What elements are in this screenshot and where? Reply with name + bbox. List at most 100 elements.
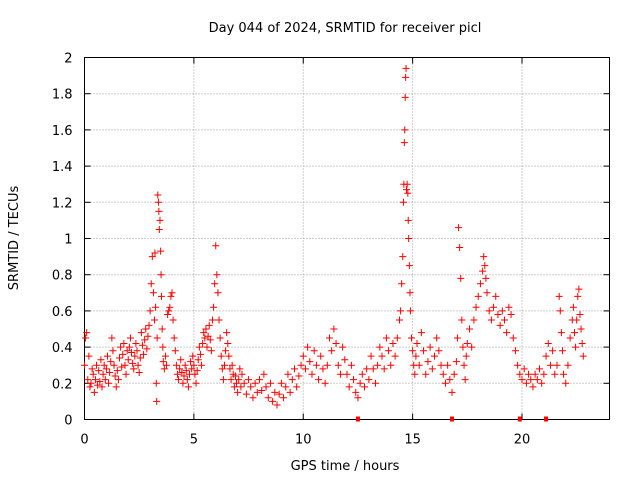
data-point bbox=[457, 274, 465, 282]
data-point bbox=[453, 334, 461, 342]
data-point bbox=[404, 216, 412, 224]
data-point bbox=[275, 390, 283, 398]
data-point bbox=[82, 334, 90, 342]
data-point bbox=[113, 367, 121, 375]
y-tick-label: 1.2 bbox=[52, 196, 73, 211]
data-point bbox=[444, 361, 452, 369]
data-point bbox=[544, 339, 552, 347]
data-point bbox=[182, 367, 190, 375]
data-point bbox=[531, 370, 539, 378]
data-point bbox=[448, 388, 456, 396]
data-point bbox=[214, 289, 222, 297]
data-point bbox=[175, 376, 183, 384]
data-point bbox=[97, 356, 105, 364]
data-point bbox=[490, 303, 498, 311]
data-point bbox=[228, 361, 236, 369]
data-point bbox=[345, 383, 353, 391]
data-point bbox=[163, 361, 171, 369]
data-point bbox=[378, 352, 386, 360]
data-point bbox=[135, 368, 143, 376]
data-point bbox=[165, 307, 173, 315]
baseline-marker bbox=[355, 416, 360, 422]
data-point bbox=[159, 358, 167, 366]
data-point bbox=[132, 339, 140, 347]
x-tick-label: 20 bbox=[514, 433, 531, 448]
data-point bbox=[514, 361, 522, 369]
data-point bbox=[398, 280, 406, 288]
data-point bbox=[391, 352, 399, 360]
data-point bbox=[498, 307, 506, 315]
data-point bbox=[148, 253, 156, 261]
data-point bbox=[86, 383, 94, 391]
data-point bbox=[191, 370, 199, 378]
data-point bbox=[428, 365, 436, 373]
data-point bbox=[405, 262, 413, 270]
data-point bbox=[540, 370, 548, 378]
data-point bbox=[452, 358, 460, 366]
data-point bbox=[336, 370, 344, 378]
data-point bbox=[321, 379, 329, 387]
data-point bbox=[334, 361, 342, 369]
data-point bbox=[382, 334, 390, 342]
data-point bbox=[503, 329, 511, 337]
data-point bbox=[459, 343, 467, 351]
data-point bbox=[555, 292, 563, 300]
data-point bbox=[330, 325, 338, 333]
data-point bbox=[237, 383, 245, 391]
data-point bbox=[463, 339, 471, 347]
data-point bbox=[288, 376, 296, 384]
data-point bbox=[151, 316, 158, 324]
data-point bbox=[158, 292, 165, 300]
data-point bbox=[207, 347, 215, 355]
data-point bbox=[235, 376, 243, 384]
data-point bbox=[247, 383, 255, 391]
data-point bbox=[202, 325, 210, 333]
data-point bbox=[481, 262, 489, 270]
y-tick-label: 1.6 bbox=[52, 124, 73, 139]
data-point bbox=[177, 356, 185, 364]
data-point bbox=[520, 365, 528, 373]
data-point bbox=[538, 379, 546, 387]
y-axis-title: SRMTID / TECUs bbox=[7, 186, 22, 291]
x-tick-label: 15 bbox=[404, 433, 421, 448]
data-point bbox=[569, 303, 577, 311]
data-point bbox=[145, 321, 153, 329]
data-point bbox=[147, 280, 155, 288]
data-point bbox=[572, 343, 580, 351]
data-point bbox=[205, 321, 213, 329]
data-point bbox=[402, 64, 410, 72]
data-point bbox=[397, 307, 405, 315]
x-tick-label: 0 bbox=[80, 433, 88, 448]
data-point bbox=[280, 394, 288, 402]
data-point bbox=[99, 370, 107, 378]
data-point bbox=[233, 379, 241, 387]
data-point bbox=[90, 388, 98, 396]
data-point bbox=[556, 307, 564, 315]
data-point bbox=[138, 341, 146, 349]
data-point bbox=[142, 325, 150, 333]
data-point bbox=[159, 343, 167, 351]
data-point bbox=[328, 347, 336, 355]
data-point bbox=[231, 372, 239, 380]
data-point bbox=[369, 365, 377, 373]
data-point bbox=[264, 394, 272, 402]
data-point bbox=[466, 325, 473, 333]
data-point bbox=[190, 361, 198, 369]
data-point bbox=[277, 379, 285, 387]
data-point bbox=[245, 376, 253, 384]
data-point bbox=[505, 303, 513, 311]
data-point bbox=[549, 347, 557, 355]
data-point bbox=[111, 372, 119, 380]
data-point bbox=[401, 126, 409, 134]
data-point bbox=[108, 334, 116, 342]
data-point bbox=[409, 347, 417, 355]
data-point bbox=[562, 379, 570, 387]
data-point bbox=[412, 352, 420, 360]
data-point bbox=[323, 361, 331, 369]
data-point bbox=[171, 347, 179, 355]
data-point bbox=[129, 359, 137, 367]
y-tick-label: 0.8 bbox=[52, 269, 73, 284]
data-point bbox=[286, 388, 294, 396]
data-point bbox=[87, 379, 95, 387]
data-point bbox=[347, 361, 355, 369]
